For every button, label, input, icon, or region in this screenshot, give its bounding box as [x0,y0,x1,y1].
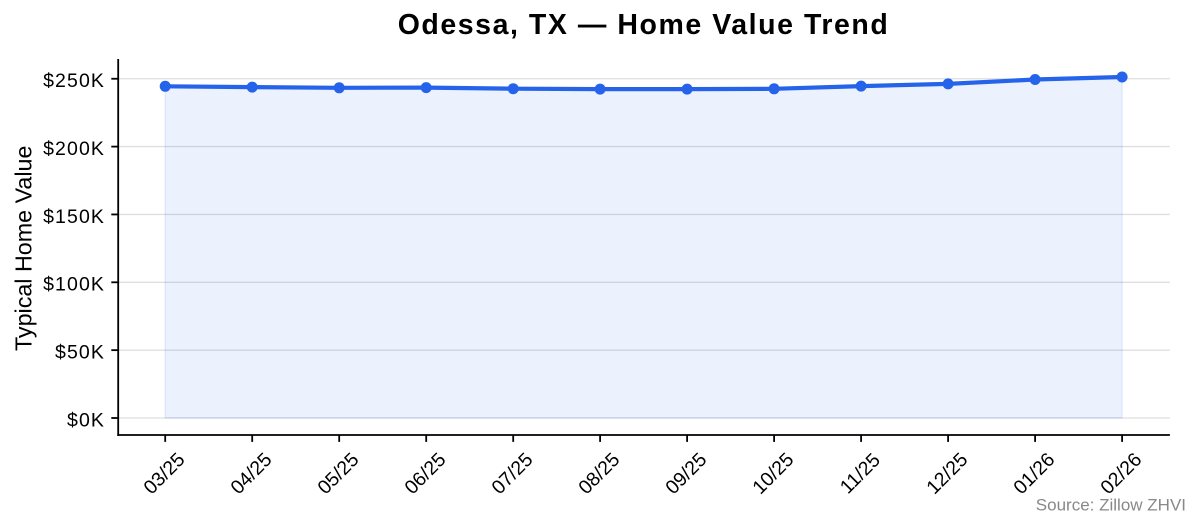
svg-text:$150K: $150K [43,206,105,228]
svg-text:Typical Home Value: Typical Home Value [11,146,37,351]
svg-text:$100K: $100K [43,274,105,296]
svg-text:$250K: $250K [43,70,105,92]
svg-text:$0K: $0K [67,409,105,431]
svg-text:$50K: $50K [55,342,105,364]
svg-text:$200K: $200K [43,138,105,160]
svg-text:Odessa, TX — Home Value Trend: Odessa, TX — Home Value Trend [398,9,890,41]
svg-text:Source: Zillow ZHVI: Source: Zillow ZHVI [1036,496,1186,515]
